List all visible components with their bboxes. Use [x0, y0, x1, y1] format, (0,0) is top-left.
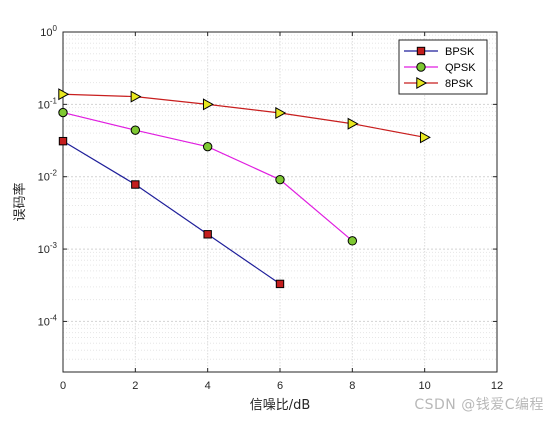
data-point: [203, 230, 212, 239]
series-layer: [58, 88, 431, 289]
data-point: [58, 136, 68, 146]
legend-label: 8PSK: [445, 78, 474, 90]
data-point: [202, 98, 214, 111]
legend-label: BPSK: [445, 46, 475, 58]
series-bpsk: [58, 136, 285, 289]
legend-item-bpsk: BPSK: [404, 46, 475, 58]
data-point: [130, 125, 141, 135]
data-point: [275, 106, 287, 120]
data-point: [58, 88, 70, 101]
data-point: [275, 174, 285, 185]
data-point: [202, 141, 213, 152]
legend-item-qpsk: QPSK: [404, 62, 476, 74]
legend: BPSK QPSK 8PSK: [398, 39, 488, 95]
legend-marker: [416, 62, 426, 72]
data-point: [419, 131, 431, 144]
legend-label: QPSK: [445, 62, 476, 74]
x-tick-label: 12: [491, 380, 503, 392]
x-tick-label: 10: [419, 380, 431, 392]
y-tick-label: 10-4: [38, 313, 58, 328]
y-tick-label: 10-2: [38, 169, 58, 184]
data-point: [347, 117, 359, 130]
x-tick-label: 2: [132, 380, 138, 392]
series-8psk: [58, 88, 431, 144]
series-line: [62, 93, 425, 138]
legend-marker: [416, 76, 428, 90]
data-point: [58, 107, 68, 118]
series-qpsk: [58, 107, 358, 246]
data-point: [130, 90, 142, 103]
data-point: [275, 279, 285, 289]
series-line: [62, 140, 281, 285]
y-tick-label: 100: [40, 24, 57, 39]
axis-ticks: 0 2 4 6 8 10 12 10-4 10-3 10-2 10-1 100: [38, 24, 504, 392]
data-point: [131, 180, 140, 189]
x-axis-label: 信噪比/dB: [250, 398, 311, 413]
x-tick-label: 4: [205, 380, 211, 392]
y-tick-label: 10-1: [38, 96, 58, 111]
legend-item-8psk: 8PSK: [404, 76, 474, 90]
data-point: [347, 236, 358, 246]
y-tick-label: 10-3: [38, 241, 58, 256]
x-tick-label: 8: [349, 380, 355, 392]
x-tick-label: 0: [60, 380, 66, 392]
legend-marker: [416, 46, 426, 56]
watermark: CSDN @钱爱C编程: [414, 397, 544, 413]
x-tick-label: 6: [277, 380, 283, 392]
y-axis-label: 误码率: [12, 182, 28, 221]
